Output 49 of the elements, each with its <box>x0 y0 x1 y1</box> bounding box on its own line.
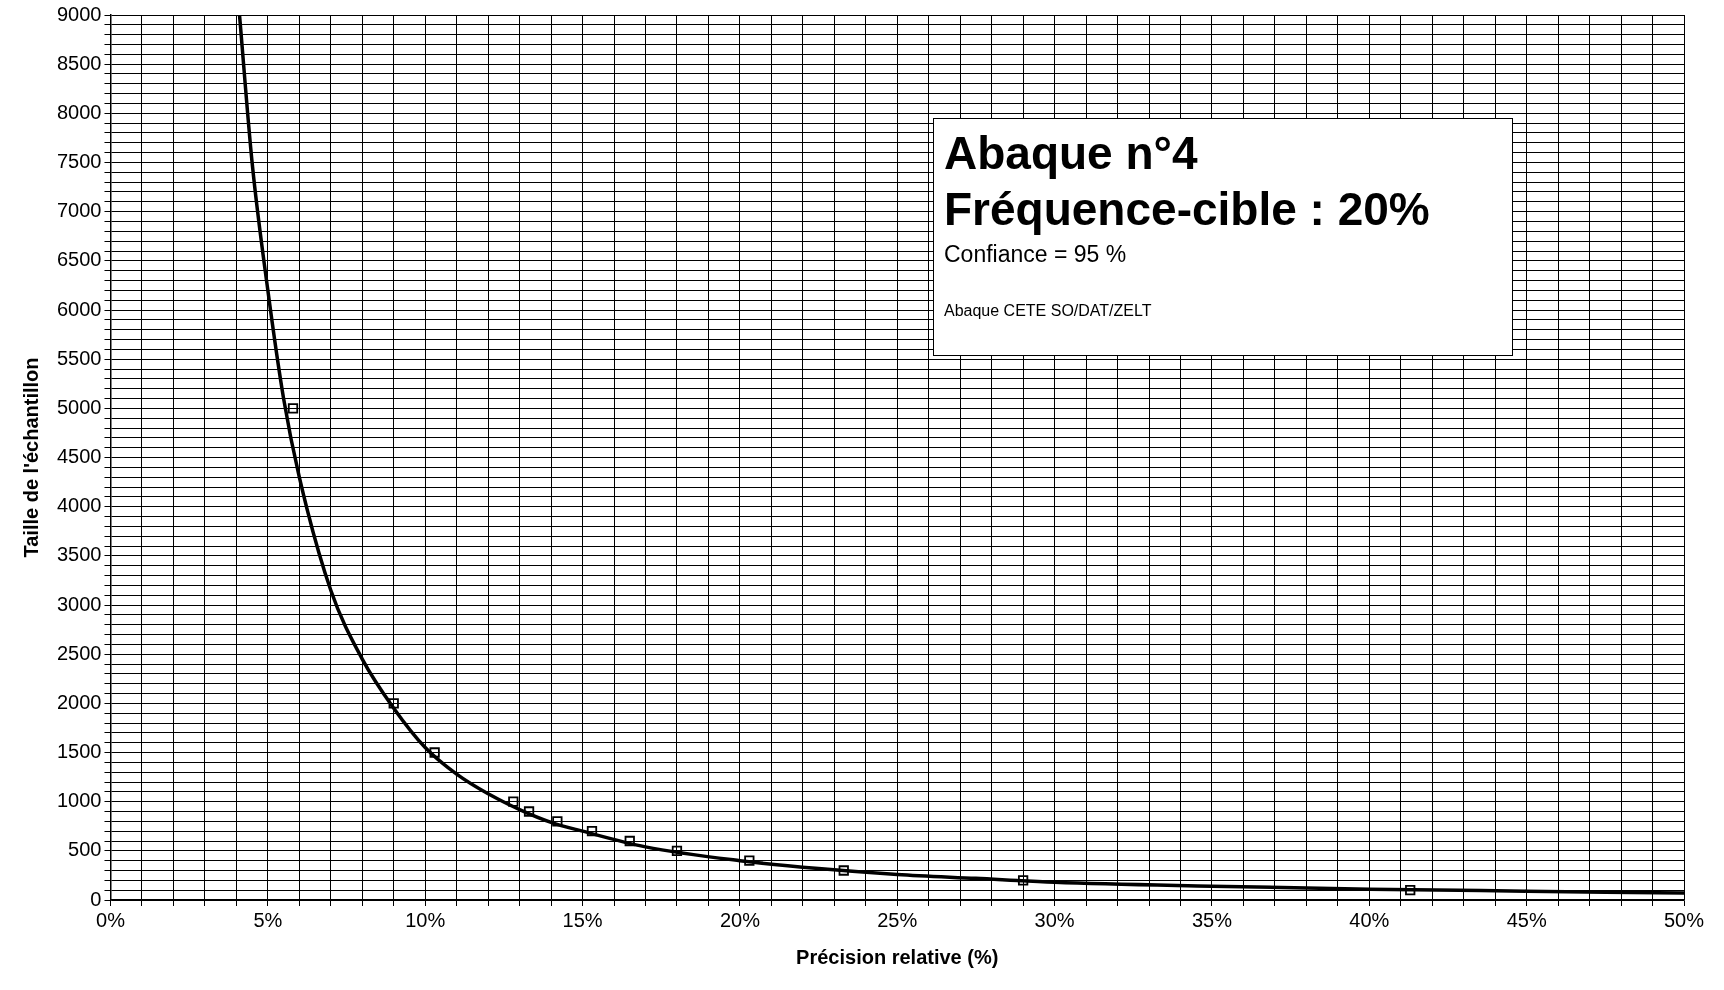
y-tick-label: 8500 <box>56 51 102 74</box>
y-tick-label: 1000 <box>56 789 102 812</box>
x-tick-label: 10% <box>405 908 446 931</box>
x-tick-label: 15% <box>562 908 603 931</box>
y-tick-label: 0 <box>90 887 102 910</box>
x-tick-label: 20% <box>719 908 761 931</box>
y-axis-title: Taille de l'échantillon <box>19 357 42 558</box>
point <box>508 796 519 807</box>
y-tick-label: 5000 <box>56 395 102 418</box>
annotation: Abaque CETE SO/DAT/ZELT <box>944 302 1153 320</box>
point <box>429 747 440 758</box>
x-tick-label: 25% <box>877 908 918 931</box>
annotation: Confiance = 95 % <box>944 241 1128 268</box>
x-tick-label: 45% <box>1506 908 1547 931</box>
x-tick-label: 30% <box>1034 908 1075 931</box>
x-axis-title: Précision relative (%) <box>796 945 999 968</box>
x-tick-label: 5% <box>253 908 283 931</box>
y-tick-label: 4500 <box>56 445 102 468</box>
point <box>523 806 535 817</box>
point <box>744 855 755 866</box>
x-tick-label: 50% <box>1663 908 1705 931</box>
y-tick-label: 1500 <box>56 740 102 763</box>
point <box>552 816 563 827</box>
y-tick-label: 5500 <box>56 346 102 369</box>
point <box>624 835 635 847</box>
text: Fréquence-cible : 20% <box>944 182 1431 237</box>
point <box>586 826 598 837</box>
point <box>1017 875 1029 886</box>
y-tick-label: 8000 <box>56 100 102 123</box>
y-tick-label: 6000 <box>56 297 102 320</box>
y-tick-label: 500 <box>68 838 102 861</box>
text: Abaque n°4 <box>944 126 1199 181</box>
y-tick-label: 3500 <box>56 543 102 566</box>
y-tick-label: 4000 <box>56 494 102 517</box>
y-tick-label: 7000 <box>56 199 102 222</box>
x-tick-label: 40% <box>1349 908 1390 931</box>
point <box>838 865 849 876</box>
point <box>1405 885 1416 896</box>
point <box>671 845 683 856</box>
y-tick-label: 9000 <box>56 2 102 25</box>
y-tick-label: 7500 <box>56 150 102 173</box>
y-tick-label: 6500 <box>56 248 102 271</box>
point <box>287 403 299 414</box>
y-tick-label: 2000 <box>56 690 102 713</box>
x-tick-label: 35% <box>1191 908 1233 931</box>
x-tick-label: 0% <box>96 908 126 931</box>
point <box>388 698 399 709</box>
y-tick-label: 2500 <box>56 641 102 664</box>
y-tick-label: 3000 <box>56 592 102 615</box>
